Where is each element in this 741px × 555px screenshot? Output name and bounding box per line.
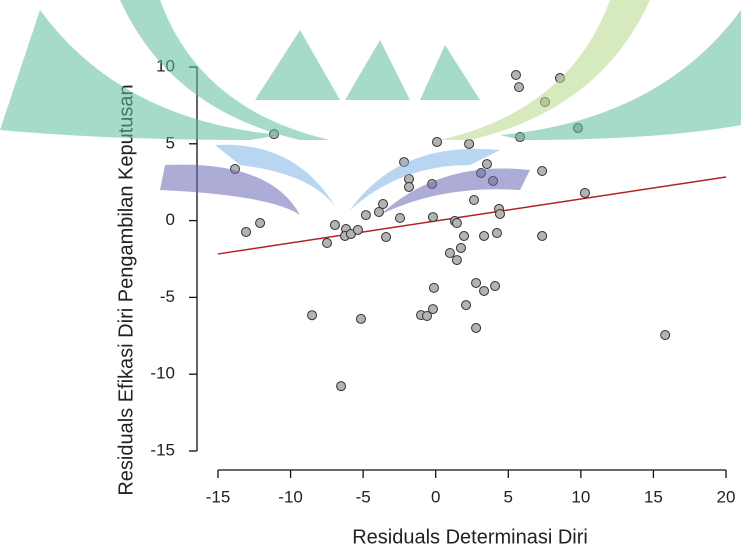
x-tick-label: -10: [278, 487, 303, 506]
point: [427, 212, 438, 223]
point: [469, 195, 480, 206]
y-tick-label: -5: [160, 287, 175, 306]
y-tick-label: -15: [150, 440, 175, 459]
point: [352, 224, 363, 235]
watermark-shape: [350, 148, 500, 210]
point: [355, 313, 366, 324]
point: [579, 187, 590, 198]
x-tick-label: 0: [431, 487, 440, 506]
point: [255, 218, 266, 229]
point: [404, 181, 415, 192]
point: [479, 230, 490, 241]
point: [241, 226, 252, 237]
y-axis-label: Residuals Efikasi Diri Pengambilan Keput…: [115, 84, 137, 495]
point: [660, 330, 671, 341]
watermark-shape: [0, 10, 280, 140]
point: [490, 281, 501, 292]
x-axis-label: Residuals Determinasi Diri: [352, 526, 588, 548]
point: [481, 159, 492, 170]
x-tick-label: 15: [644, 487, 663, 506]
watermark-shape: [440, 0, 650, 140]
point: [455, 242, 466, 253]
x-tick-label: 5: [504, 487, 513, 506]
point: [422, 310, 433, 321]
point: [510, 69, 521, 80]
x-tick-label: -5: [356, 487, 371, 506]
point: [471, 277, 482, 288]
watermark-shape: [120, 0, 330, 140]
regression-line: [217, 176, 727, 255]
point: [360, 210, 371, 221]
point: [378, 199, 389, 210]
point: [307, 310, 318, 321]
watermark-shape: [215, 144, 340, 215]
point: [336, 381, 347, 392]
point: [322, 238, 333, 249]
point: [432, 136, 443, 147]
watermark-shape: [160, 164, 300, 215]
y-tick-label: 0: [166, 210, 175, 229]
watermark-shape: [255, 30, 480, 100]
point: [428, 282, 439, 293]
point: [395, 212, 406, 223]
point: [479, 285, 490, 296]
point: [459, 230, 470, 241]
point: [427, 304, 438, 315]
point: [464, 138, 475, 149]
point: [471, 322, 482, 333]
x-tick-label: -15: [206, 487, 231, 506]
point: [329, 220, 340, 231]
point: [514, 82, 525, 93]
point: [491, 228, 502, 239]
point: [451, 255, 462, 266]
point: [495, 208, 506, 219]
point: [444, 248, 455, 259]
point: [451, 218, 462, 229]
watermark-shape: [500, 10, 741, 140]
y-tick-label: 5: [166, 133, 175, 152]
watermark-shape: [380, 168, 530, 215]
y-tick-label: -10: [150, 364, 175, 383]
point: [537, 165, 548, 176]
x-tick-label: 10: [571, 487, 590, 506]
x-tick-label: 20: [717, 487, 736, 506]
point: [537, 230, 548, 241]
point: [381, 232, 392, 243]
point: [461, 300, 472, 311]
watermark: [0, 0, 741, 215]
